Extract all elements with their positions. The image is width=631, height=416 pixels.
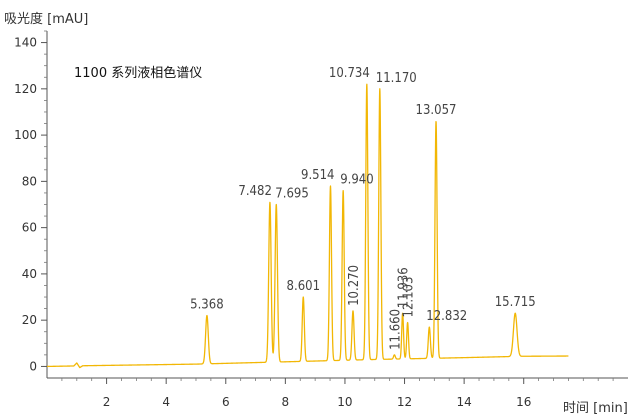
- x-tick-label: 8: [282, 395, 290, 409]
- chromatogram-trace: [46, 83, 569, 369]
- peak-label: 7.695: [275, 187, 308, 202]
- x-axis-title: 时间 [min]: [563, 401, 628, 416]
- peak-label: 5.368: [190, 298, 223, 313]
- peak-label: 15.715: [495, 295, 536, 310]
- y-axis-title: 吸光度 [mAU]: [4, 11, 88, 27]
- peak-labels: 5.368 7.482 7.695 8.601 9.514 9.940 10.270 10.7…: [190, 66, 536, 350]
- peak-label: 10.270: [347, 265, 362, 306]
- y-tick-label: 140: [14, 36, 37, 50]
- peak-label: 11.936: [397, 267, 412, 308]
- axes: [46, 31, 628, 379]
- peak-label: 9.940: [340, 173, 373, 188]
- y-tick-label: 60: [22, 221, 37, 235]
- peak-label: 7.482: [238, 184, 271, 199]
- x-tick-label: 6: [222, 395, 230, 409]
- peak-label: 8.601: [287, 279, 320, 294]
- peak-label: 9.514: [301, 168, 334, 183]
- trace-group: [46, 83, 569, 369]
- peak-label: 12.832: [426, 309, 467, 324]
- peak-label: 11.170: [376, 71, 417, 86]
- peak-label: 13.057: [416, 103, 457, 118]
- chart-title: 1100 系列液相色谱仪: [74, 65, 202, 81]
- ticks: 0 20 40 60 80 100 120 140 2 4 6 8 10 12 14 16: [14, 30, 614, 409]
- y-tick-label: 80: [22, 174, 37, 188]
- y-tick-label: 20: [22, 313, 37, 327]
- x-tick-label: 16: [516, 395, 531, 409]
- x-tick-label: 14: [456, 395, 471, 409]
- x-tick-label: 12: [397, 395, 412, 409]
- y-tick-label: 40: [22, 267, 37, 281]
- y-tick-label: 100: [14, 128, 37, 142]
- y-tick-label: 0: [29, 359, 37, 373]
- x-tick-label: 4: [162, 395, 170, 409]
- y-tick-label: 120: [14, 82, 37, 96]
- x-tick-label: 10: [337, 395, 352, 409]
- peak-label: 10.734: [329, 66, 370, 81]
- x-tick-label: 2: [103, 395, 111, 409]
- peak-label: 11.660: [388, 309, 403, 350]
- peak-label: 12.103: [402, 277, 417, 318]
